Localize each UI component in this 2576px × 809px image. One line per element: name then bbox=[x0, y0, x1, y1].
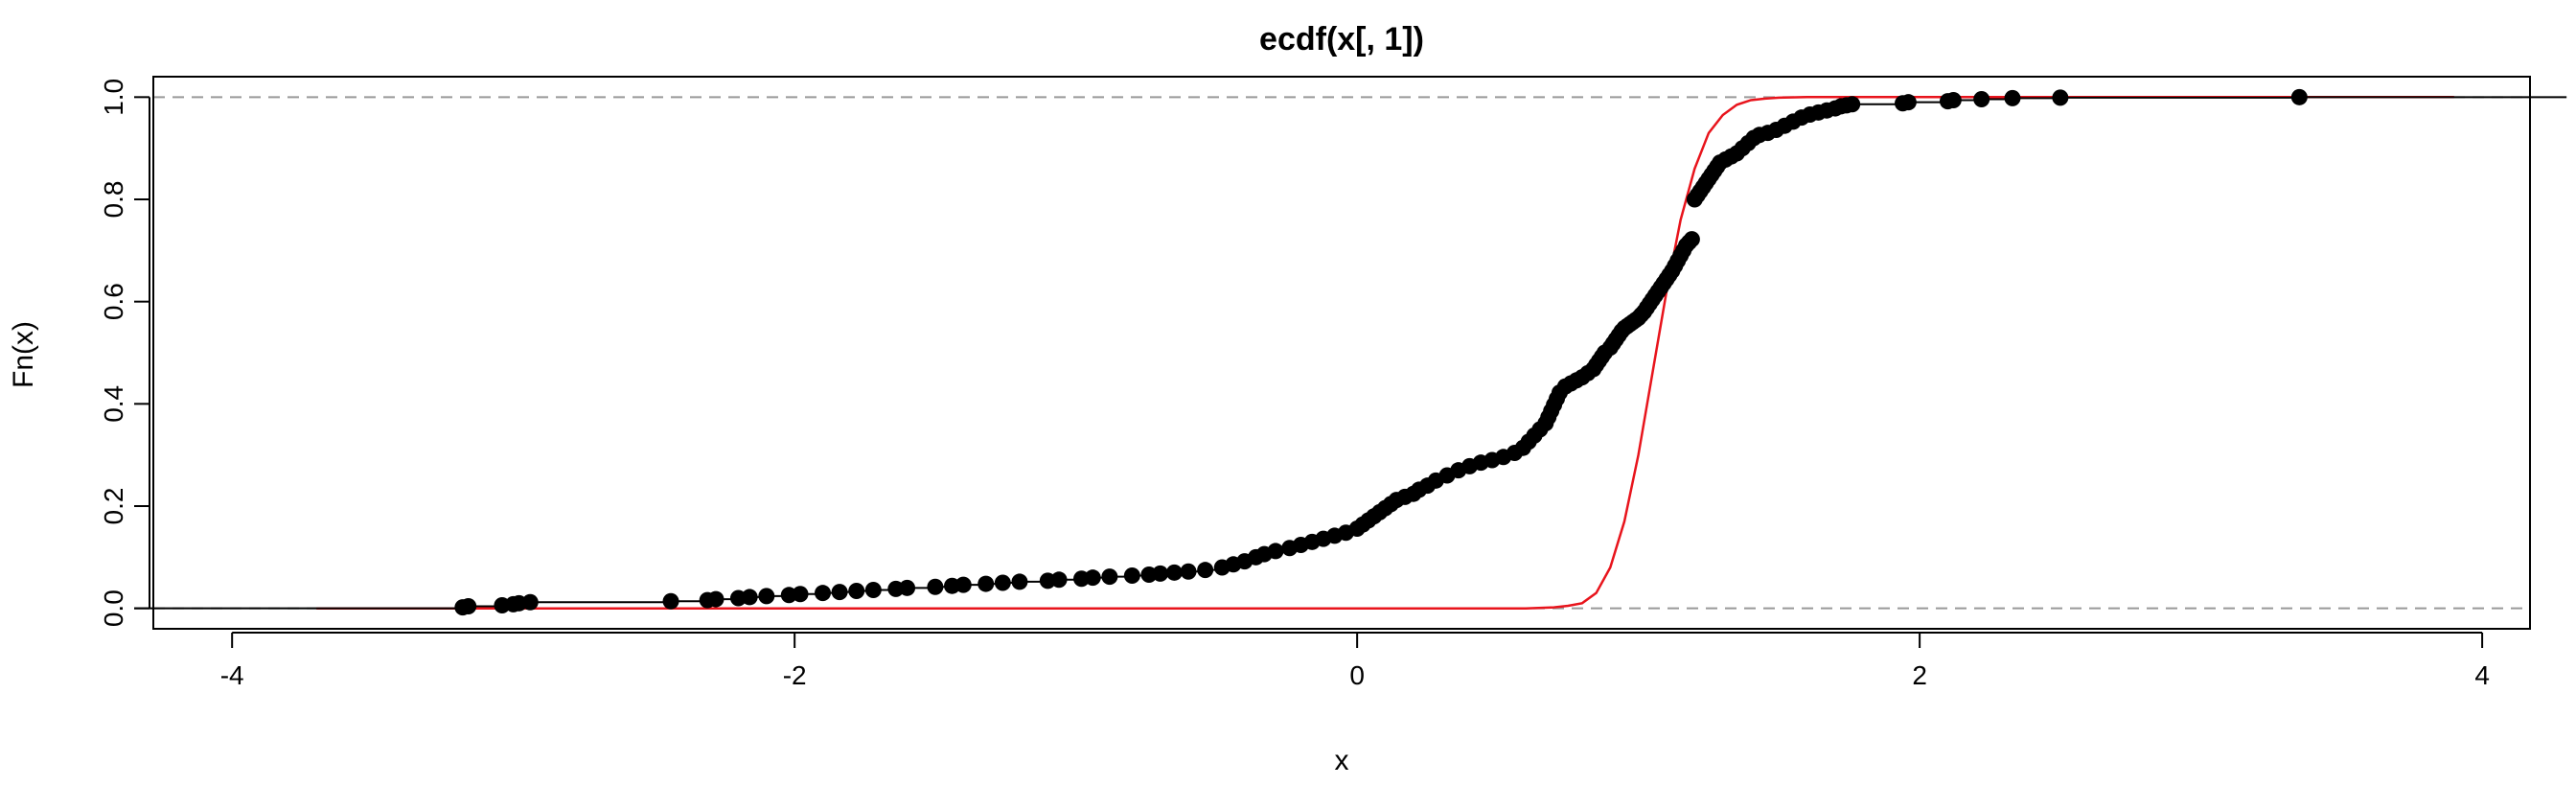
x-tick-label: 0 bbox=[1349, 660, 1365, 690]
ecdf-point bbox=[864, 581, 882, 598]
ecdf-point bbox=[1084, 569, 1101, 587]
ecdf-point bbox=[899, 579, 916, 596]
ecdf-point bbox=[1050, 571, 1068, 589]
ecdf-point bbox=[707, 590, 724, 608]
ecdf-point bbox=[2052, 89, 2069, 106]
ecdf-point bbox=[1973, 90, 1990, 107]
ecdf-point bbox=[758, 588, 775, 605]
y-tick-label: 0.6 bbox=[99, 283, 128, 320]
ecdf-point bbox=[792, 586, 809, 603]
ecdf-point bbox=[1180, 563, 1197, 580]
ecdf-point bbox=[2290, 88, 2308, 105]
ecdf-point bbox=[954, 576, 972, 593]
x-axis: -4 -2 0 2 4 bbox=[220, 632, 2490, 690]
x-tick-label: -4 bbox=[220, 660, 244, 690]
ecdf-point bbox=[848, 583, 865, 600]
ecdf-point bbox=[927, 578, 944, 595]
ecdf-point bbox=[1011, 573, 1028, 590]
plot-frame bbox=[152, 76, 2531, 630]
x-tick-label: 2 bbox=[1912, 660, 1927, 690]
ecdf-point bbox=[1944, 92, 1962, 109]
chart-title: ecdf(x[, 1]) bbox=[1259, 21, 1424, 58]
ecdf-point bbox=[978, 575, 995, 592]
ecdf-point bbox=[1165, 564, 1183, 581]
ecdf-point bbox=[994, 574, 1011, 591]
ecdf-point bbox=[521, 593, 539, 611]
ecdf-point bbox=[460, 598, 477, 615]
y-tick-label: 0.2 bbox=[99, 488, 128, 525]
ecdf-point bbox=[662, 592, 679, 610]
ecdf-points bbox=[454, 88, 2308, 616]
ecdf-point bbox=[1197, 562, 1214, 579]
y-axis-label: Fn(x) bbox=[8, 321, 39, 388]
ecdf-point bbox=[831, 584, 848, 601]
ecdf-point bbox=[1844, 96, 1861, 113]
ecdf-point bbox=[1899, 94, 1917, 111]
y-tick-label: 0.4 bbox=[99, 385, 128, 423]
ecdf-point bbox=[815, 585, 832, 602]
reference-cdf-curve bbox=[316, 96, 2454, 610]
y-tick-label: 0.0 bbox=[99, 589, 128, 627]
x-tick-label: -2 bbox=[783, 660, 807, 690]
reference-cdf-line bbox=[316, 96, 2454, 610]
x-axis-label: x bbox=[1335, 745, 1349, 776]
ecdf-point bbox=[2004, 89, 2021, 106]
ecdf-point bbox=[1683, 231, 1700, 248]
x-tick-label: 4 bbox=[2474, 660, 2490, 690]
y-tick-label: 1.0 bbox=[99, 79, 128, 116]
y-axis: 0.0 0.2 0.4 0.6 0.8 1.0 bbox=[99, 79, 150, 627]
ecdf-point bbox=[1101, 568, 1118, 586]
ecdf-point bbox=[741, 589, 758, 606]
y-tick-label: 0.8 bbox=[99, 181, 128, 219]
ecdf-point bbox=[1152, 565, 1169, 582]
ecdf-point bbox=[1267, 543, 1284, 560]
ecdf-point bbox=[1123, 567, 1140, 585]
